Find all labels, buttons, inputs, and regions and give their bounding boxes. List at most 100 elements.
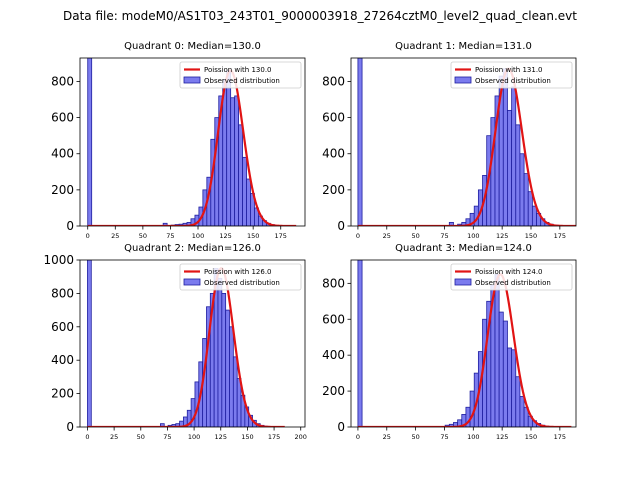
y-tick-label: 0	[337, 420, 345, 434]
x-tick-label: 25	[111, 232, 119, 240]
y-tick-label: 0	[66, 219, 74, 233]
histogram-bar	[515, 124, 521, 226]
x-tick-label: 175	[268, 433, 280, 441]
legend: Poission with 131.0 Observed distribution	[450, 61, 573, 89]
x-tick-label: 175	[554, 433, 566, 441]
histogram-bar	[159, 423, 165, 427]
legend-poisson-label: Poission with 130.0	[204, 66, 272, 74]
histogram-bar	[225, 309, 230, 427]
y-tick-label: 0	[337, 219, 345, 233]
poisson-curve	[357, 273, 572, 427]
x-tick-label: 75	[440, 232, 448, 240]
y-tick-label: 200	[51, 387, 74, 401]
y-tick-label: 600	[51, 111, 74, 125]
legend-poisson-label: Poission with 131.0	[475, 66, 543, 74]
histogram-bar	[242, 156, 247, 226]
quadrant-1-panel: 0 25 50 75 100 125 150 175 0 200 400 600 800 Quadrant…	[322, 41, 577, 240]
histogram-bar	[494, 273, 500, 427]
histogram-bar	[519, 396, 525, 427]
y-tick-label: 400	[322, 348, 345, 362]
y-tick-label: 1000	[43, 253, 74, 267]
y-tick-label: 800	[322, 276, 345, 290]
x-tick-label: 150	[525, 232, 537, 240]
y-tick-label: 800	[322, 74, 345, 88]
poisson-curve	[357, 67, 576, 226]
legend: Poission with 124.0 Observed distribution	[450, 263, 573, 291]
x-tick-label: 175	[554, 232, 566, 240]
y-tick-label: 200	[322, 183, 345, 197]
x-tick-label: 25	[383, 232, 391, 240]
x-tick-label: 50	[411, 232, 419, 240]
legend-observed-swatch	[454, 278, 472, 286]
legend-box	[179, 61, 302, 89]
x-tick-label: 75	[166, 232, 174, 240]
legend-observed-swatch	[183, 278, 201, 286]
axes-frame	[79, 259, 306, 428]
legend-poisson-label: Poission with 124.0	[475, 268, 543, 276]
histogram-bar	[221, 292, 227, 427]
legend-observed-label: Observed distribution	[204, 279, 280, 287]
figure-suptitle: Data file: modeM0/AS1T03_243T01_90000039…	[63, 9, 577, 23]
quadrant-0-panel: 0 25 50 75 100 125 150 175 0 200 400 600 800 Quadrant…	[51, 41, 306, 240]
x-tick-label: 75	[163, 433, 171, 441]
x-tick-label: 150	[241, 433, 253, 441]
legend-box	[450, 263, 573, 291]
x-tick-label: 100	[467, 232, 479, 240]
histogram-bar	[232, 356, 238, 427]
x-tick-label: 25	[383, 433, 391, 441]
panel-title: Quadrant 2: Median=126.0	[124, 243, 261, 254]
legend-observed-swatch	[454, 76, 472, 84]
histogram-bar	[234, 95, 240, 226]
legend-poisson-label: Poission with 126.0	[204, 268, 272, 276]
y-tick-label: 0	[66, 420, 74, 434]
axes-frame	[350, 57, 577, 227]
x-tick-label: 100	[192, 232, 204, 240]
x-tick-label: 0	[86, 232, 90, 240]
x-tick-label: 150	[247, 232, 259, 240]
y-tick-label: 400	[51, 147, 74, 161]
y-tick-label: 400	[322, 147, 345, 161]
histogram-bar	[229, 326, 234, 427]
histogram-bar	[511, 349, 517, 427]
poisson-curve	[87, 69, 297, 226]
panel-title: Quadrant 0: Median=130.0	[124, 41, 261, 52]
histogram-bar	[515, 376, 521, 427]
x-tick-label: 150	[525, 433, 537, 441]
x-tick-label: 200	[295, 433, 307, 441]
x-tick-label: 75	[440, 433, 448, 441]
legend-box	[450, 61, 573, 89]
axes-frame	[79, 57, 306, 227]
histogram-bar	[519, 153, 525, 226]
legend-observed-label: Observed distribution	[204, 77, 280, 85]
quadrant-2-panel: 0 25 50 75 100 125 150 175 200 0 200 400 600 800 1000 Q…	[43, 243, 306, 441]
x-tick-label: 125	[215, 433, 227, 441]
legend-observed-swatch	[183, 76, 201, 84]
x-tick-label: 0	[356, 232, 360, 240]
histogram-bar	[238, 124, 243, 226]
x-tick-label: 25	[110, 433, 118, 441]
x-tick-label: 0	[85, 433, 89, 441]
histogram-bar	[226, 70, 232, 226]
histogram-bar	[357, 58, 363, 226]
x-tick-label: 125	[496, 232, 508, 240]
x-tick-label: 50	[137, 433, 145, 441]
x-tick-label: 125	[496, 433, 508, 441]
histogram-bar	[502, 320, 508, 427]
histogram-bar	[357, 260, 363, 427]
panel-title: Quadrant 1: Median=131.0	[395, 41, 532, 52]
quadrant-3-panel: 0 25 50 75 100 125 150 175 0 200 400 600 800 Quadrant…	[322, 243, 577, 441]
y-tick-label: 200	[51, 183, 74, 197]
x-tick-label: 175	[275, 232, 287, 240]
histogram-bar	[531, 205, 537, 226]
histogram-bar	[230, 97, 236, 226]
x-tick-label: 100	[188, 433, 200, 441]
histogram-bar	[498, 311, 504, 427]
histogram-bar	[87, 260, 92, 427]
y-tick-label: 600	[322, 312, 345, 326]
legend-box	[179, 263, 302, 291]
histogram-bar	[217, 277, 223, 427]
histogram-bar	[511, 86, 517, 226]
legend-observed-label: Observed distribution	[475, 279, 551, 287]
legend: Poission with 130.0 Observed distribution	[179, 61, 302, 89]
